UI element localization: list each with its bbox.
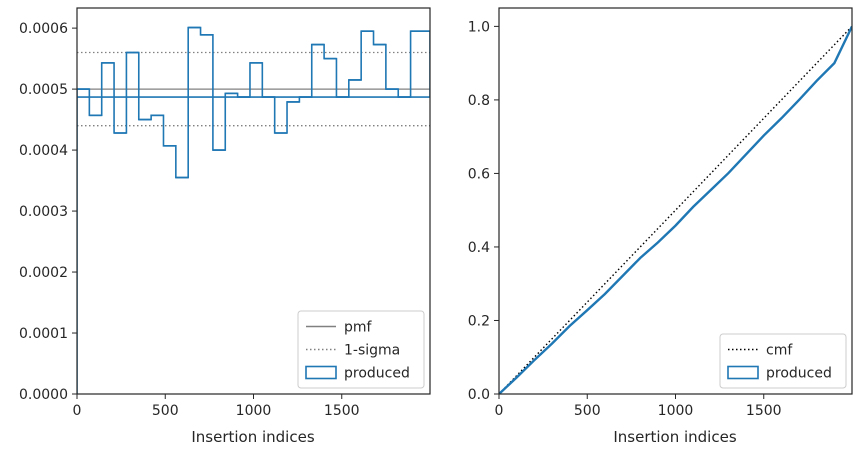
legend-box [719,333,847,389]
legend: cmf produced [719,333,847,389]
y-tick-label: 0.2 [468,313,490,329]
legend-swatch [727,365,759,380]
y-tick-label: 0.0000 [19,387,68,403]
x-tick-label: 1000 [658,403,694,419]
x-axis-label: Insertion indices [613,428,736,446]
x-tick-label: 1500 [324,403,360,419]
y-tick-label: 0.8 [468,93,490,109]
produced-line [499,25,852,394]
x-tick-label: 500 [152,403,179,419]
legend-label: cmf [766,343,793,359]
x-tick-label: 1000 [236,403,272,419]
legend-swatch [305,365,337,380]
plot-area [499,8,852,394]
y-tick-label: 0.0006 [19,21,68,37]
y-tick-label: 0.0005 [19,82,68,98]
cmf-line [499,25,852,394]
x-tick-label: 0 [73,403,82,419]
legend-label: pmf [344,320,373,336]
legend-label: produced [766,366,832,382]
x-tick-label: 500 [574,403,601,419]
y-tick-label: 0.0003 [19,204,68,220]
x-axis-label: Insertion indices [191,428,314,446]
pmf-histogram-panel: Insertion indices 0 500 1000 1500 0.0000 0.00… [19,7,431,446]
cmf-line-panel: Insertion indices 0 500 1000 1500 0.0 0.2 0.4 0… [468,7,853,446]
legend-label: 1-sigma [344,343,400,359]
legend-box [297,310,425,389]
y-tick-label: 0.0001 [19,326,68,342]
y-tick-label: 0.6 [468,166,490,182]
y-tick-label: 0.4 [468,240,490,256]
plot-content [77,26,430,394]
y-tick-label: 0.0 [468,387,490,403]
x-tick-label: 1500 [746,403,782,419]
plot-content [499,25,852,394]
legend: pmf 1-sigma produced [297,310,425,389]
y-tick-label: 0.0002 [19,265,68,281]
y-tick-label: 1.0 [468,19,490,35]
legend-label: produced [344,366,410,382]
x-tick-label: 0 [495,403,504,419]
y-tick-label: 0.0004 [19,143,68,159]
